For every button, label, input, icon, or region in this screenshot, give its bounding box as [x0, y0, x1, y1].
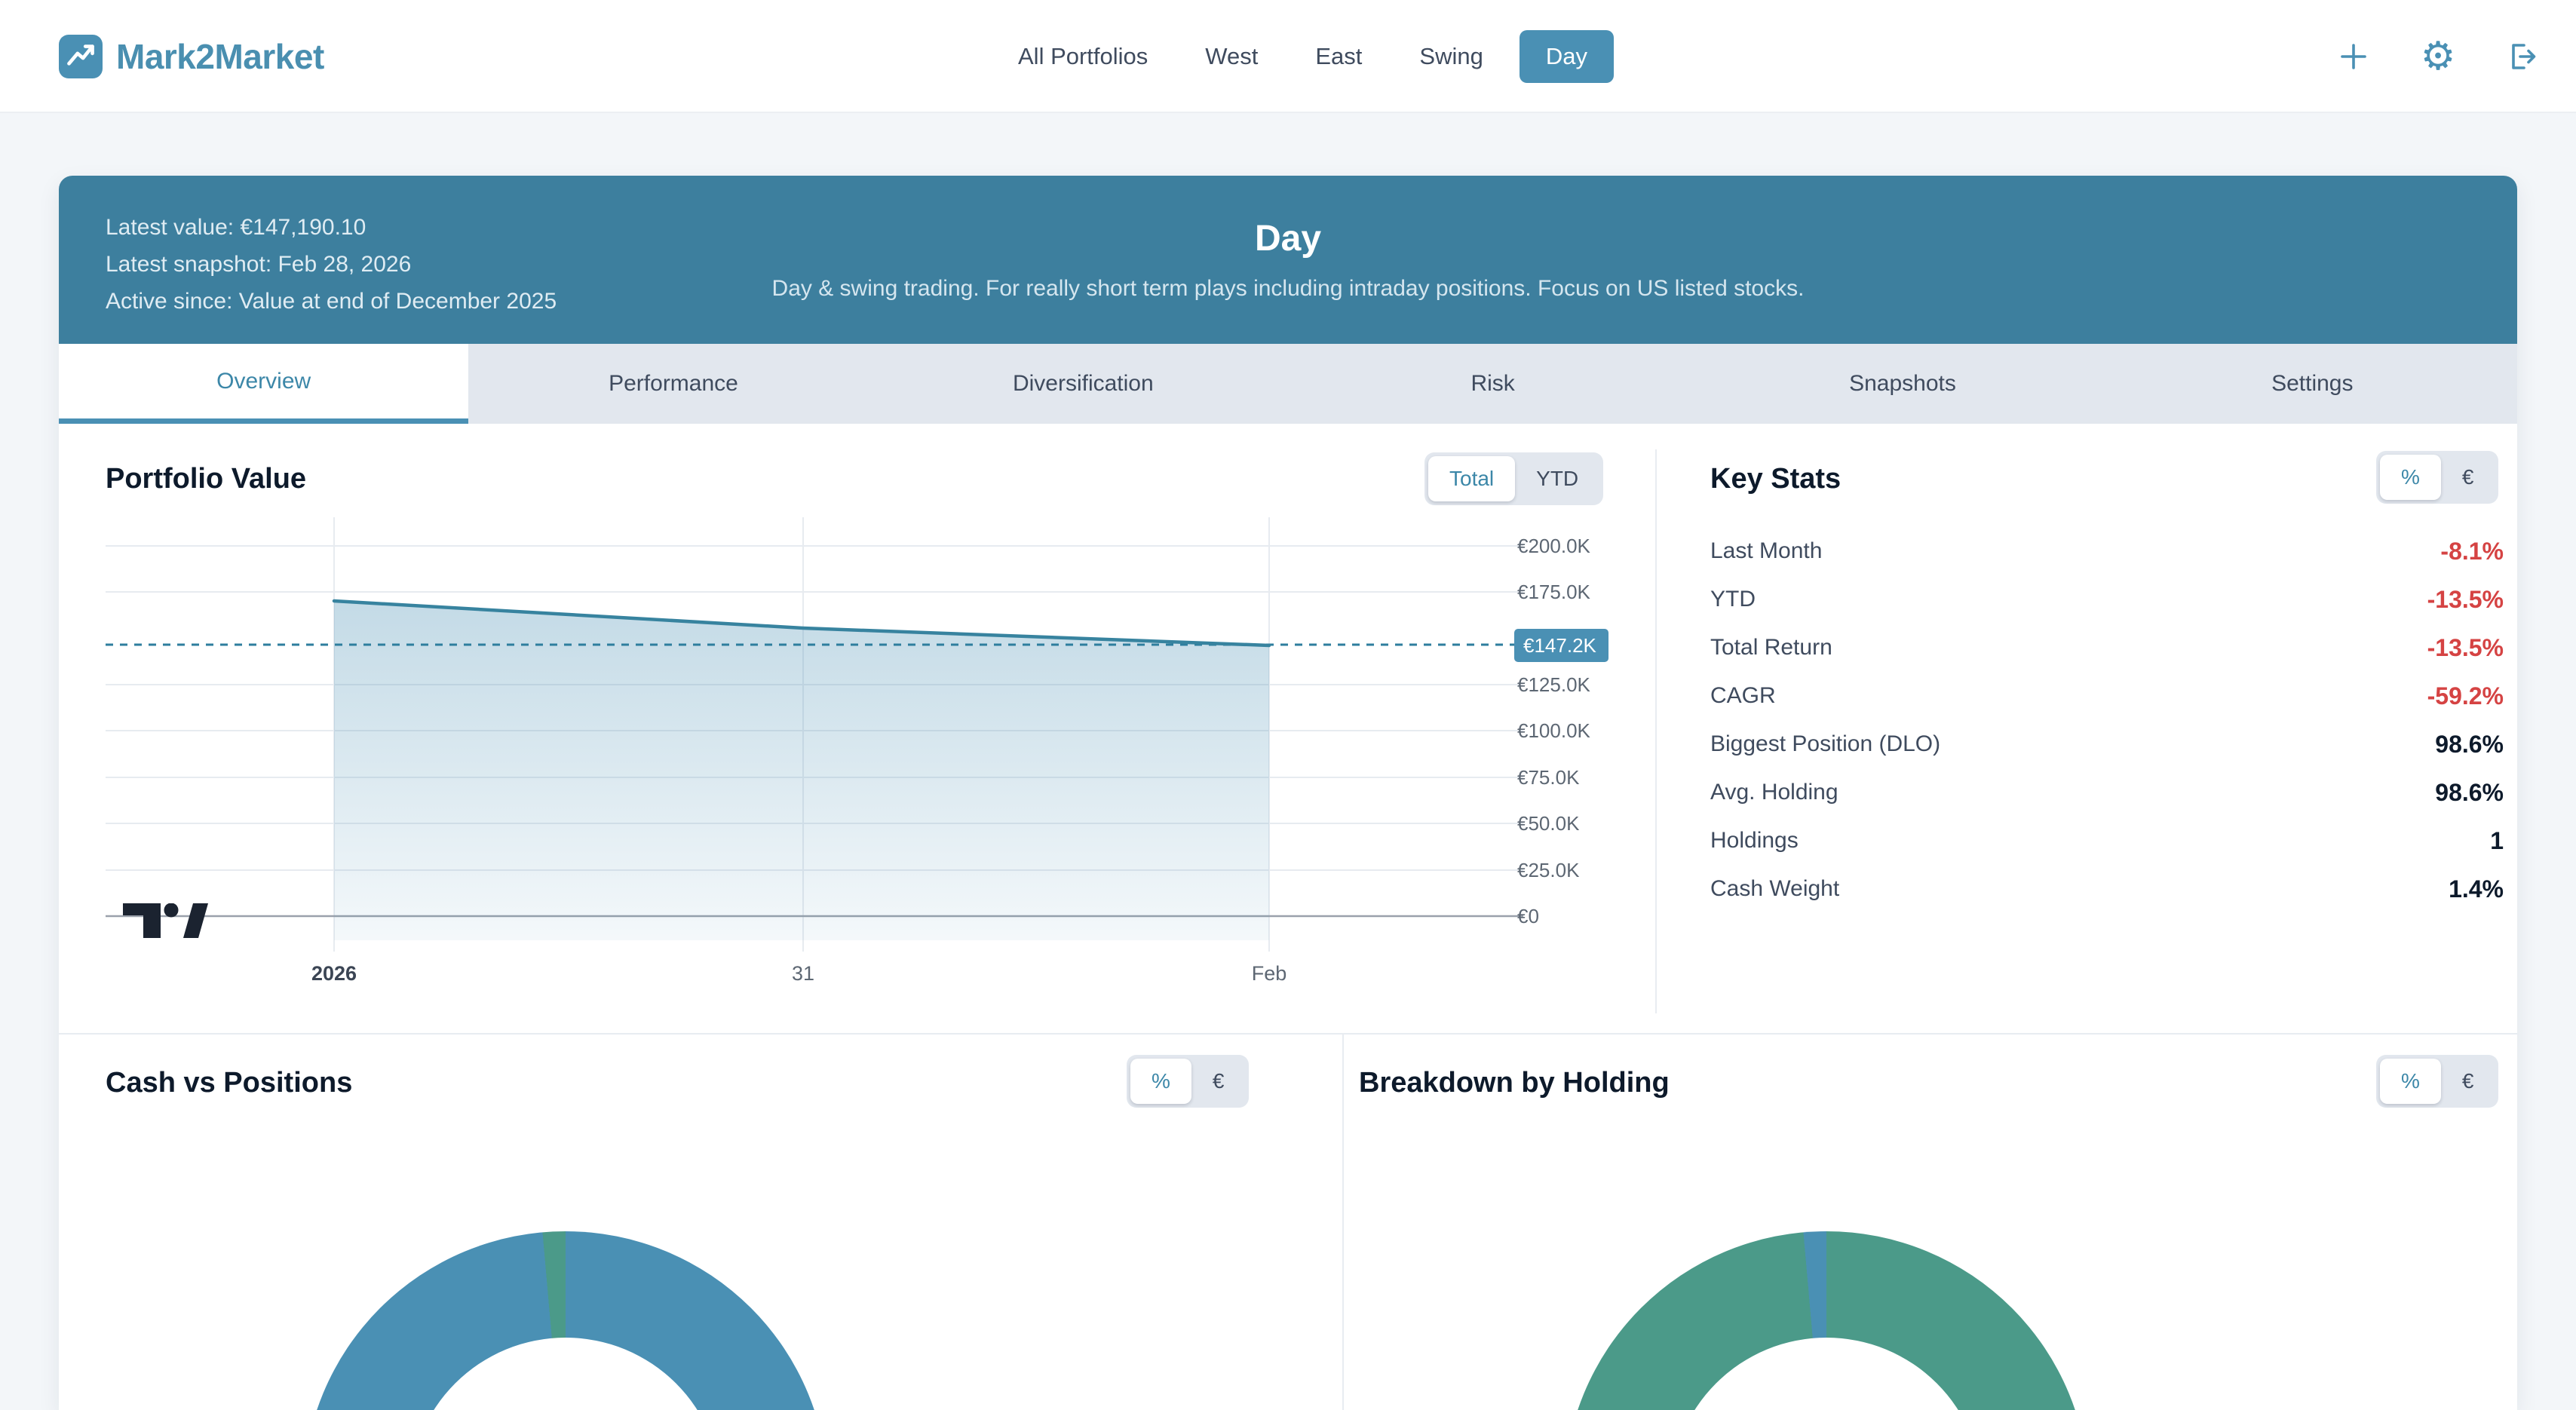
unit-percent-button[interactable]: % — [1130, 1059, 1191, 1104]
stat-row: YTD -13.5% — [1710, 575, 2504, 624]
brand-logo[interactable]: Mark2Market — [59, 0, 324, 113]
range-toggle: Total YTD — [1424, 452, 1604, 505]
breakdown-by-holding-heading: Breakdown by Holding — [1359, 1067, 1670, 1099]
portfolio-meta: Latest value: €147,190.10 Latest snapsho… — [106, 215, 557, 314]
trending-up-icon — [59, 35, 103, 78]
stat-value: -59.2% — [2427, 682, 2504, 710]
x-axis-label: 2026 — [311, 962, 357, 985]
nav-day-active[interactable]: Day — [1519, 30, 1614, 83]
y-axis-label: €25.0K — [1517, 859, 1580, 881]
tab-risk[interactable]: Risk — [1287, 344, 1698, 424]
tradingview-logo[interactable] — [123, 903, 215, 939]
stat-row: Cash Weight 1.4% — [1710, 865, 2504, 913]
logout-button[interactable] — [2505, 39, 2540, 74]
stat-label: Total Return — [1710, 635, 1832, 660]
range-ytd-button[interactable]: YTD — [1536, 467, 1579, 490]
stat-label: Biggest Position (DLO) — [1710, 731, 1941, 756]
stat-row: Biggest Position (DLO) 98.6% — [1710, 720, 2504, 768]
stat-label: Last Month — [1710, 538, 1823, 563]
portfolio-subtitle: Day & swing trading. For really short te… — [771, 276, 1805, 301]
portfolio-value-heading: Portfolio Value — [106, 463, 307, 495]
tab-bar: Overview Performance Diversification Ris… — [59, 344, 2517, 424]
top-bar: Mark2Market All Portfolios West East Swi… — [0, 0, 2576, 113]
range-total-button[interactable]: Total — [1428, 456, 1516, 501]
stat-value: 98.6% — [2435, 778, 2504, 806]
tab-settings[interactable]: Settings — [2107, 344, 2517, 424]
y-axis-label: €125.0K — [1517, 673, 1590, 696]
tab-performance[interactable]: Performance — [468, 344, 879, 424]
stat-row: Last Month -8.1% — [1710, 527, 2504, 575]
stat-value: -13.5% — [2427, 633, 2504, 661]
nav-east[interactable]: East — [1315, 43, 1363, 69]
panel-divider — [1342, 1035, 1344, 1410]
logout-icon — [2512, 44, 2536, 69]
header-actions: ⚙ — [2336, 0, 2540, 113]
y-axis-label: €0 — [1517, 905, 1539, 927]
unit-percent-button[interactable]: % — [2380, 455, 2441, 500]
stat-label: Holdings — [1710, 828, 1799, 853]
stat-value: 1.4% — [2449, 875, 2504, 903]
unit-percent-button[interactable]: % — [2380, 1059, 2441, 1104]
stat-value: 1 — [2490, 826, 2504, 854]
latest-snapshot: Latest snapshot: Feb 28, 2026 — [106, 252, 412, 277]
portfolio-value-chart[interactable] — [98, 513, 1644, 995]
key-stats-heading: Key Stats — [1710, 463, 1842, 495]
last-value-badge: €147.2K — [1514, 629, 1608, 662]
stat-value: -8.1% — [2440, 537, 2504, 565]
portfolio-nav: All Portfolios West East Swing Day — [1018, 0, 1614, 113]
breakdown-unit-toggle: % € — [2376, 1055, 2499, 1108]
brand-name: Mark2Market — [116, 37, 324, 76]
stat-row: Holdings 1 — [1710, 817, 2504, 865]
gear-icon: ⚙ — [2420, 34, 2456, 79]
settings-button[interactable]: ⚙ — [2420, 34, 2456, 79]
cash-vs-positions-unit-toggle: % € — [1127, 1055, 1250, 1108]
section-divider — [59, 1033, 2517, 1035]
stat-label: YTD — [1710, 587, 1756, 612]
portfolio-title: Day — [1254, 219, 1322, 259]
latest-value: Latest value: €147,190.10 — [106, 215, 366, 240]
stat-value: -13.5% — [2427, 585, 2504, 613]
active-since: Active since: Value at end of December 2… — [106, 289, 557, 314]
unit-euro-button[interactable]: € — [2461, 1069, 2474, 1093]
x-axis-label: Feb — [1251, 962, 1287, 985]
plus-icon — [2341, 44, 2366, 69]
unit-euro-button[interactable]: € — [1212, 1069, 1225, 1093]
cash-vs-positions-heading: Cash vs Positions — [106, 1067, 353, 1099]
stat-label: CAGR — [1710, 683, 1776, 708]
stat-label: Cash Weight — [1710, 876, 1840, 901]
tab-snapshots[interactable]: Snapshots — [1697, 344, 2108, 424]
nav-swing[interactable]: Swing — [1419, 43, 1483, 69]
tab-diversification[interactable]: Diversification — [878, 344, 1288, 424]
y-axis-label: €50.0K — [1517, 812, 1580, 835]
tab-overview[interactable]: Overview — [59, 344, 469, 424]
stat-label: Avg. Holding — [1710, 780, 1838, 805]
y-axis-label: €75.0K — [1517, 766, 1580, 789]
key-stats-unit-toggle: % € — [2376, 451, 2499, 504]
y-axis-label: €200.0K — [1517, 535, 1590, 557]
stat-row: CAGR -59.2% — [1710, 672, 2504, 720]
stat-row: Avg. Holding 98.6% — [1710, 768, 2504, 817]
nav-all-portfolios[interactable]: All Portfolios — [1018, 43, 1148, 69]
unit-euro-button[interactable]: € — [2461, 465, 2474, 489]
portfolio-banner: Latest value: €147,190.10 Latest snapsho… — [59, 176, 2517, 344]
x-axis-label: 31 — [791, 962, 815, 985]
section-divider — [1655, 449, 1657, 1013]
y-axis-label: €175.0K — [1517, 581, 1590, 603]
stat-value: 98.6% — [2435, 730, 2504, 758]
stat-row: Total Return -13.5% — [1710, 624, 2504, 672]
nav-west[interactable]: West — [1205, 43, 1259, 69]
y-axis-label: €100.0K — [1517, 719, 1590, 742]
add-portfolio-button[interactable] — [2336, 39, 2371, 74]
